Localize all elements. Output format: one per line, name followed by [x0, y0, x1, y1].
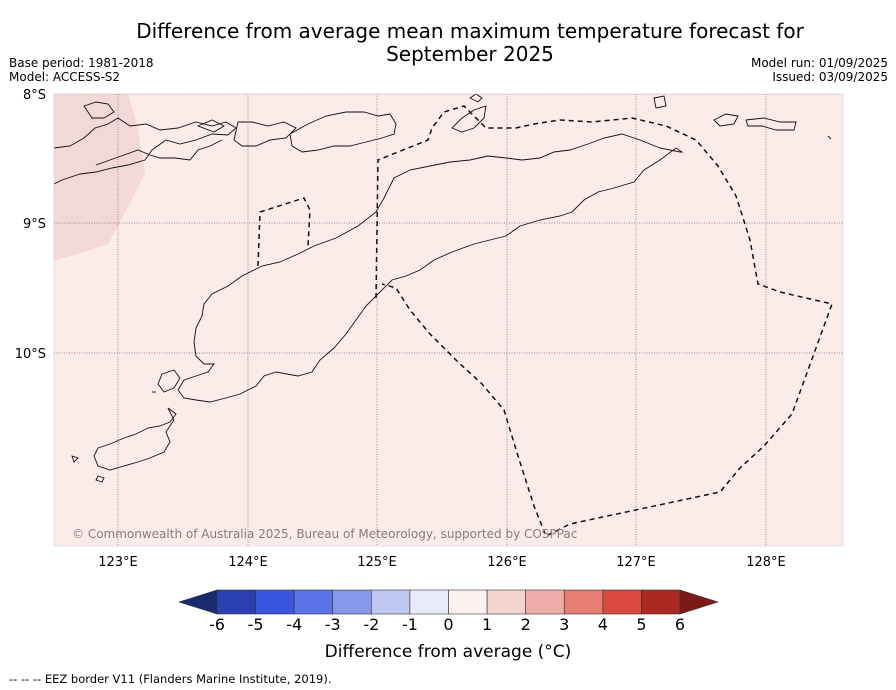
coast-wetar — [451, 105, 487, 133]
colorbar — [178, 589, 719, 615]
colorbar-bin — [409, 589, 449, 615]
colorbar-bin — [293, 589, 334, 615]
colorbar-bin — [448, 589, 488, 615]
model-run: Model run: 01/09/2025 — [750, 56, 888, 70]
colorbar-bin — [332, 589, 372, 615]
coast-islet-3 — [469, 94, 483, 103]
colorbar-tick-label: 3 — [559, 615, 569, 634]
lon-label-124: 124°E — [228, 555, 268, 570]
colorbar-bin — [641, 589, 681, 615]
colorbar-tick-label: 1 — [482, 615, 492, 634]
colorbar-bin — [602, 589, 642, 615]
warm-anomaly-patch — [54, 94, 145, 261]
map-background — [54, 94, 843, 546]
coast-babar — [713, 113, 739, 127]
issued-date: Issued: 03/09/2025 — [772, 70, 888, 84]
colorbar-tick-label: -5 — [248, 615, 264, 634]
colorbar-label: Difference from average (°C) — [324, 642, 572, 662]
coast-islet-6 — [95, 475, 105, 483]
copyright-text: © Commonwealth of Australia 2025, Bureau… — [72, 527, 577, 541]
lon-label-126: 126°E — [487, 555, 527, 570]
colorbar-bin — [525, 589, 565, 615]
colorbar-tick-label: 4 — [598, 615, 608, 634]
colorbar-bin — [216, 589, 256, 615]
coastlines — [54, 94, 832, 483]
lon-label-127: 127°E — [616, 555, 656, 570]
coast-islet-1 — [83, 101, 115, 119]
coast-rote — [93, 407, 177, 471]
colorbar-bin — [371, 589, 411, 615]
eez-border — [257, 105, 833, 538]
coast-islet-4 — [653, 95, 667, 109]
colorbar-bin — [255, 589, 295, 615]
coast-flores — [54, 117, 237, 185]
colorbar-tick-label: -6 — [209, 615, 225, 634]
lon-label-123: 123°E — [98, 555, 138, 570]
coast-flores-south — [95, 139, 223, 166]
colorbar-tick-label: 6 — [675, 615, 685, 634]
colorbar-tick-label: -4 — [286, 615, 302, 634]
colorbar-extend-low — [178, 589, 218, 615]
colorbar-tick-label: -2 — [363, 615, 379, 634]
coast-timor-north — [177, 133, 684, 403]
coast-alor — [233, 121, 297, 147]
lat-label-10s: 10°S — [15, 347, 46, 362]
lat-label-9s: 9°S — [23, 217, 46, 232]
colorbar-tick-label: -3 — [325, 615, 341, 634]
coast-alor-2 — [289, 111, 397, 153]
colorbar-extend-high — [679, 589, 719, 615]
coast-ndana — [71, 455, 79, 463]
colorbar-tick-label: -1 — [402, 615, 418, 634]
lon-label-125: 125°E — [357, 555, 397, 570]
meta-left: Base period: 1981-2018 Model: ACCESS-S2 — [9, 56, 154, 84]
lon-labels: 123°E 124°E 125°E 126°E 127°E 128°E — [98, 555, 786, 570]
model-name: Model: ACCESS-S2 — [9, 70, 121, 84]
lat-label-8s: 8°S — [23, 88, 46, 103]
colorbar-bin — [563, 589, 604, 615]
coast-islet-5 — [827, 135, 832, 140]
eez-footnote: -- -- -- EEZ border V11 (Flanders Marine… — [9, 672, 332, 686]
coast-semau — [157, 369, 181, 393]
coast-babar-2 — [745, 117, 797, 131]
lon-label-128: 128°E — [746, 555, 786, 570]
coast-islet-2 — [196, 119, 225, 133]
colorbar-tick-label: 0 — [443, 615, 453, 634]
map-title: Difference from average mean maximum tem… — [136, 19, 804, 66]
colorbar-ticks: -6 -5 -4 -3 -2 -1 0 1 2 3 4 5 6 — [209, 615, 685, 634]
colorbar-bin — [486, 589, 526, 615]
colorbar-tick-label: 5 — [636, 615, 646, 634]
meta-right: Model run: 01/09/2025 Issued: 03/09/2025 — [751, 56, 888, 84]
lat-labels: 8°S 9°S 10°S — [15, 88, 46, 362]
gridlines — [54, 94, 843, 546]
base-period: Base period: 1981-2018 — [9, 56, 154, 70]
colorbar-tick-label: 2 — [521, 615, 531, 634]
